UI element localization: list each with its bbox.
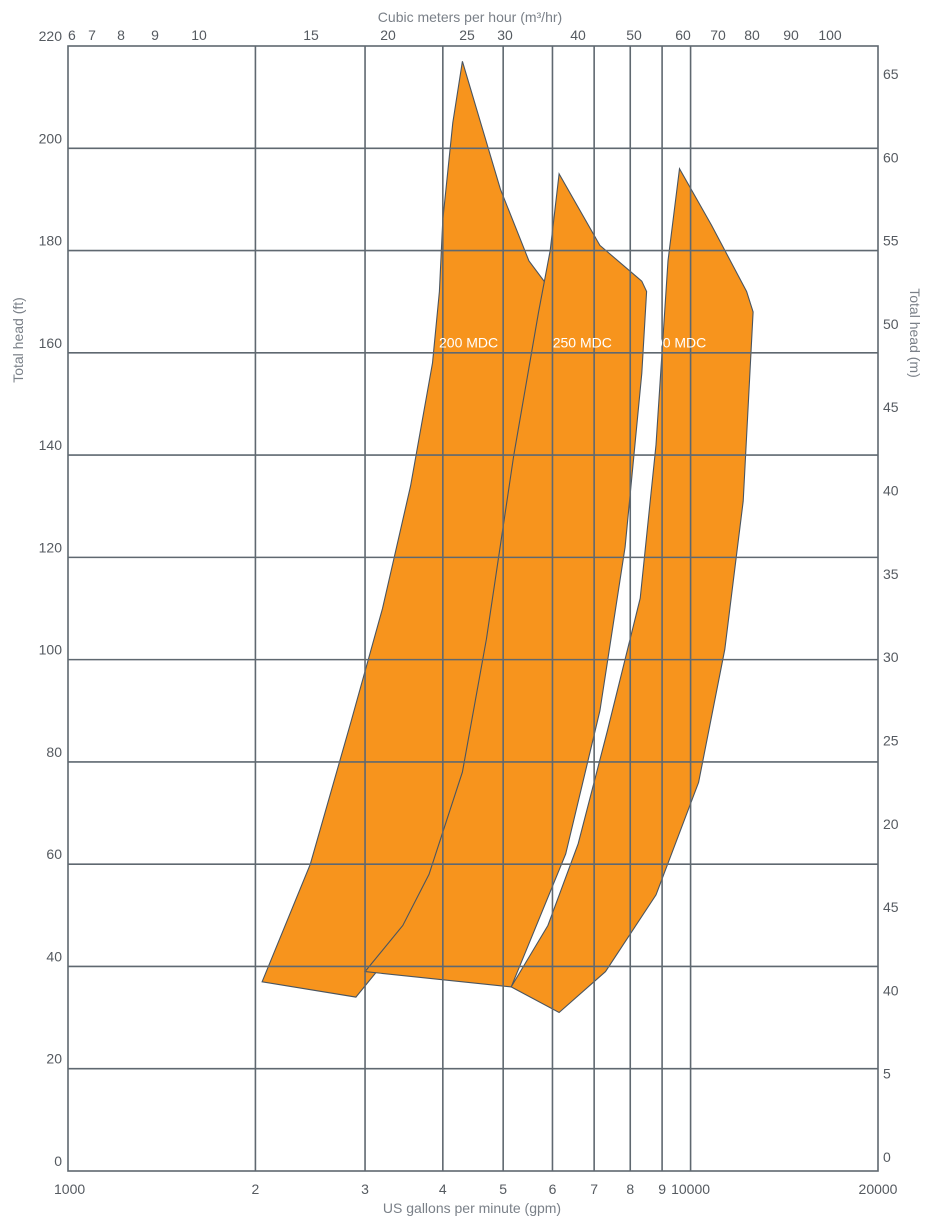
x-top-tick-label: 60 <box>675 27 691 43</box>
plot-frame <box>67 45 879 1172</box>
y-right-tick-label: 50 <box>883 316 899 332</box>
y-right-tick-label: 25 <box>883 732 899 748</box>
x-tick-label: 9 <box>658 1181 666 1197</box>
y-tick-label: 60 <box>46 846 62 862</box>
y-tick-label: 120 <box>39 539 63 555</box>
x-top-tick-label: 80 <box>744 27 760 43</box>
x-top-tick-label: 50 <box>626 27 642 43</box>
x-top-tick-label: 20 <box>380 27 396 43</box>
y-right-tick-label: 45 <box>883 899 899 915</box>
y-tick-label: 180 <box>39 233 63 249</box>
band-250-mdc <box>363 172 648 988</box>
x-top-tick-label: 7 <box>88 27 96 43</box>
x-tick-label: 1000 <box>54 1181 85 1197</box>
y-right-axis-title: Total head (m) <box>907 288 923 377</box>
x-tick-label: 7 <box>590 1181 598 1197</box>
band-layer <box>261 61 754 1014</box>
x-top-tick-label: 90 <box>783 27 799 43</box>
y-tick-label: 20 <box>46 1051 62 1067</box>
x-top-axis-title: Cubic meters per hour (m³/hr) <box>378 9 562 25</box>
y-right-tick-label: 45 <box>883 399 899 415</box>
x-top-tick-label: 15 <box>303 27 319 43</box>
x-top-tick-label: 40 <box>570 27 586 43</box>
y-axis-title: Total head (ft) <box>10 297 26 383</box>
y-right-tick-label: 5 <box>883 1066 891 1082</box>
band-label-250-mdc: 250 MDC <box>553 335 612 351</box>
y-right-tick-label: 30 <box>883 649 899 665</box>
x-tick-label: 20000 <box>859 1181 898 1197</box>
y-tick-label: 140 <box>39 437 63 453</box>
y-tick-label: 200 <box>39 130 63 146</box>
band-label-200-mdc: 200 MDC <box>439 335 498 351</box>
x-tick-label: 3 <box>361 1181 369 1197</box>
y-right-tick-label: 65 <box>883 66 899 82</box>
y-right-tick-label: 20 <box>883 816 899 832</box>
y-right-tick-label: 35 <box>883 566 899 582</box>
y-tick-label: 160 <box>39 335 63 351</box>
x-top-tick-label: 100 <box>818 27 842 43</box>
x-top-tick-label: 30 <box>497 27 513 43</box>
y-right-tick-label: 40 <box>883 483 899 499</box>
x-top-tick-label: 25 <box>459 27 475 43</box>
band-300-mdc <box>510 166 754 1014</box>
x-tick-label: 8 <box>626 1181 634 1197</box>
y-right-tick-label: 55 <box>883 233 899 249</box>
x-top-tick-label: 10 <box>191 27 207 43</box>
x-top-tick-label: 8 <box>117 27 125 43</box>
y-right-tick-label: 0 <box>883 1149 891 1165</box>
x-axis-title: US gallons per minute (gpm) <box>383 1200 561 1216</box>
y-tick-label: 0 <box>54 1153 62 1169</box>
y-tick-label: 100 <box>39 642 63 658</box>
x-tick-label: 6 <box>549 1181 557 1197</box>
y-right-tick-label: 60 <box>883 149 899 165</box>
x-top-tick-label: 6 <box>68 27 76 43</box>
y-tick-label: 220 <box>39 28 63 44</box>
band-label-300-mdc: 300 MDC <box>647 335 706 351</box>
y-tick-label: 40 <box>46 948 62 964</box>
grid-layer <box>67 45 879 1172</box>
x-tick-label: 2 <box>252 1181 260 1197</box>
x-tick-label: 10000 <box>671 1181 710 1197</box>
y-right-tick-label: 40 <box>883 982 899 998</box>
x-top-tick-label: 9 <box>151 27 159 43</box>
x-tick-label: 4 <box>439 1181 447 1197</box>
x-tick-label: 5 <box>499 1181 507 1197</box>
y-tick-label: 80 <box>46 744 62 760</box>
x-top-tick-label: 70 <box>710 27 726 43</box>
